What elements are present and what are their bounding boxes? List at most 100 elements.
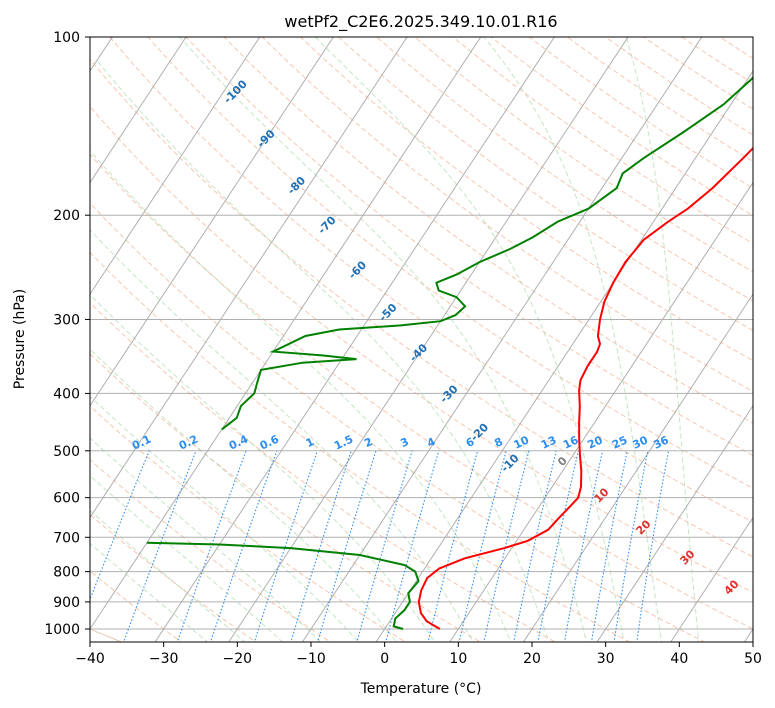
dry-adiabat: [528, 37, 753, 189]
mixing-ratio-line: [253, 450, 318, 642]
adiabat-label: -40: [407, 341, 430, 364]
isotherm: [596, 404, 753, 642]
mixing-ratio-label: 36: [651, 433, 671, 451]
isotherm: [90, 37, 261, 296]
moist-adiabat: [97, 61, 550, 642]
y-tick-label: 200: [53, 208, 80, 224]
moist-adiabat: [90, 437, 322, 642]
moist-adiabat: [90, 542, 209, 642]
isotherm: [90, 37, 408, 519]
adiabat-label: 20: [634, 517, 654, 537]
mixing-ratio-lines: [90, 450, 670, 642]
plot-area: 0.1 0.2 0.4 0.6 1 1.5 2 3 4 6 8 10 13 16 20 25 30 36-100-…: [0, 10, 775, 654]
dry-adiabat: [90, 301, 556, 642]
mixing-ratio-label: 1.5: [332, 433, 355, 453]
mixing-ratio-line: [483, 450, 530, 642]
adiabat-label: -80: [285, 174, 308, 197]
isotherm: [670, 516, 753, 642]
mixing-ratio-line: [563, 450, 604, 642]
moist-adiabat: [90, 474, 284, 642]
chart-title: wetPf2_C2E6.2025.349.10.01.R16: [284, 12, 557, 32]
dry-adiabat: [299, 37, 753, 362]
dry-adiabat: [375, 37, 753, 302]
dry-adiabat: [90, 513, 257, 642]
y-tick-label: 700: [53, 530, 80, 546]
mixing-ratio-label: 0.2: [177, 433, 200, 453]
dry-adiabat: [337, 37, 753, 332]
mixing-ratio-label: 0.4: [227, 432, 250, 452]
mixing-ratio-line: [513, 450, 557, 642]
isotherm: [154, 37, 555, 642]
temperature-curve: [417, 146, 753, 630]
mixing-ratio-line: [458, 450, 507, 642]
x-tick-label: −20: [223, 651, 253, 667]
y-axis-label: Pressure (hPa): [12, 289, 28, 389]
mixing-ratio-line: [290, 450, 352, 642]
mixing-ratio-label: 16: [561, 433, 581, 451]
mixing-ratio-line: [427, 450, 479, 642]
dry-adiabat: [754, 10, 775, 654]
dry-adiabat: [90, 570, 183, 642]
dry-adiabat: [90, 202, 706, 642]
mixing-ratio-label: 13: [539, 433, 558, 451]
y-tick-label: 100: [53, 30, 80, 46]
dry-adiabat: [717, 10, 775, 654]
y-tick-label: 900: [53, 595, 80, 611]
adiabat-label: -50: [376, 301, 399, 324]
moist-adiabat: [314, 37, 625, 642]
pressure-gridlines: [90, 37, 753, 630]
x-tick-label: −30: [149, 651, 179, 667]
isotherm: [90, 37, 187, 184]
x-tick-label: −40: [75, 651, 105, 667]
y-tick-label: 500: [53, 444, 80, 460]
isotherm: [90, 37, 334, 407]
mixing-ratio-label: 10: [512, 433, 532, 451]
adiabat-label: -100: [221, 77, 250, 106]
mixing-ratio-label: 25: [610, 433, 629, 451]
mixing-ratio-line: [590, 450, 628, 642]
dry-adiabat: [90, 58, 753, 558]
mixing-ratio-label: 2: [362, 435, 374, 450]
skewed-isotherms: [0, 10, 753, 654]
moist-adiabat: [90, 395, 360, 642]
x-axis-label: Temperature (°C): [360, 681, 482, 697]
x-tick-label: 20: [523, 651, 541, 667]
adiabat-label: -10: [498, 451, 521, 474]
dry-adiabat: [90, 353, 482, 642]
adiabat-label: -90: [254, 127, 277, 150]
dewpoint-upper-curve: [221, 76, 753, 431]
plot-frame: [89, 36, 754, 643]
moist-adiabat: [90, 229, 474, 642]
mixing-ratio-label: 1: [304, 435, 316, 450]
mixing-ratio-line: [317, 450, 377, 642]
y-tick-label: 400: [53, 386, 80, 402]
dry-adiabat: [90, 251, 631, 642]
y-axis: 100 200 300 400 500 600 700 800 900 1000: [44, 30, 90, 638]
x-tick-label: −10: [296, 651, 326, 667]
isotherm: [375, 70, 753, 642]
isotherm: [522, 293, 753, 642]
sounding-curves: [146, 76, 753, 630]
moist-adiabat: [90, 348, 398, 642]
isotherm: [0, 10, 57, 654]
dry-adiabat: [147, 37, 753, 489]
y-tick-label: 1000: [44, 622, 80, 638]
moist-adiabat: [90, 294, 436, 642]
dry-adiabat: [90, 106, 753, 593]
mixing-ratio-line: [537, 450, 579, 642]
mixing-ratio-label: 0.6: [258, 432, 281, 452]
dry-adiabat: [223, 37, 753, 424]
dewpoint-curve: [146, 541, 420, 630]
moist-adiabat: [90, 509, 246, 642]
mixing-ratio-label: 4: [425, 435, 438, 450]
mixing-ratio-label: 3: [398, 435, 410, 450]
dry-adiabat: [90, 153, 753, 630]
mixing-ratio-label: 30: [631, 433, 651, 451]
dry-adiabat: [90, 459, 332, 642]
mixing-ratio-line: [613, 450, 649, 642]
isotherm: [228, 37, 629, 642]
adiabat-label: -30: [437, 382, 460, 405]
adiabat-label: 0: [555, 454, 570, 469]
mixing-ratio-line: [176, 450, 247, 642]
x-tick-label: 40: [670, 651, 688, 667]
